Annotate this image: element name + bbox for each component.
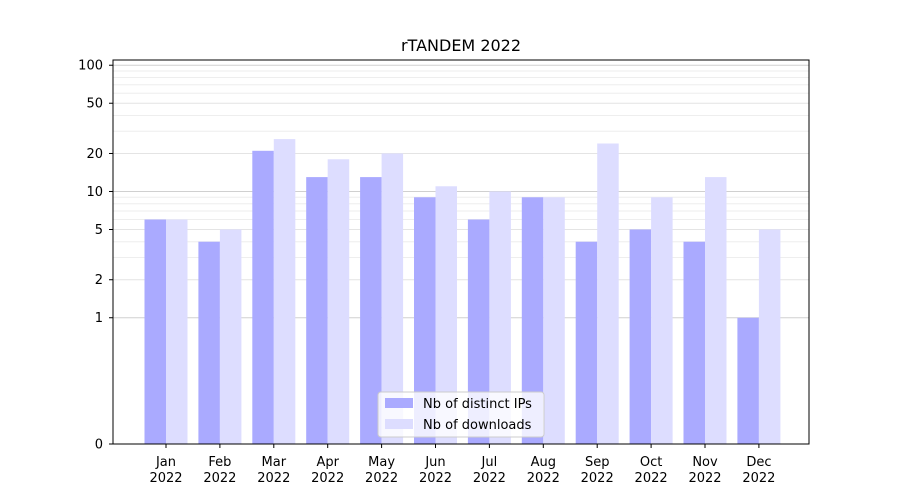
x-tick-label-month: Jul (481, 455, 498, 470)
bar-distinct-ips (198, 241, 220, 444)
legend-box (377, 391, 545, 438)
x-tick-label-month: May (368, 455, 395, 470)
y-axis: 0 1 2 5 10 20 50 100 (78, 59, 113, 453)
bar-downloads (758, 229, 781, 444)
x-tick-label-month: Apr (316, 455, 339, 470)
bar-downloads (597, 143, 619, 444)
x-tick-label-year: 2022 (581, 471, 614, 486)
bar-distinct-ips (414, 197, 436, 444)
chart-title: rTANDEM 2022 (401, 36, 521, 55)
x-tick-label-month: Oct (640, 455, 662, 470)
bar-downloads (166, 219, 188, 444)
plot-frame (112, 59, 810, 445)
y-tick-label: 50 (86, 97, 103, 112)
bar-distinct-ips (737, 317, 759, 444)
legend: Nb of distinct IPs Nb of downloads (377, 391, 545, 438)
x-tick-label-year: 2022 (365, 471, 398, 486)
bar-distinct-ips (144, 219, 166, 444)
x-tick-label-month: Jun (424, 455, 445, 470)
x-tick-label-month: Mar (262, 455, 287, 470)
legend-label: Nb of downloads (423, 418, 532, 433)
x-tick-label-year: 2022 (311, 471, 344, 486)
bar-distinct-ips (306, 177, 328, 445)
bar-downloads (273, 139, 296, 444)
x-tick-label-year: 2022 (203, 471, 236, 486)
x-tick-label-year: 2022 (473, 471, 506, 486)
x-tick-label-year: 2022 (688, 471, 721, 486)
x-tick-label-month: Feb (208, 455, 231, 470)
bar-downloads (489, 191, 511, 444)
bar-downloads (435, 186, 457, 445)
x-tick-label-year: 2022 (635, 471, 668, 486)
x-tick-label-month: Dec (746, 455, 771, 470)
x-tick-label-month: Jan (155, 455, 176, 470)
bar-downloads (327, 159, 350, 445)
bar-distinct-ips (683, 241, 705, 444)
y-tick-label: 0 (95, 438, 103, 453)
y-tick-label: 20 (86, 147, 103, 162)
x-tick-label-month: Nov (692, 455, 718, 470)
bar-downloads (381, 153, 404, 444)
y-tick-label: 2 (95, 273, 103, 288)
y-tick-label: 100 (78, 59, 103, 74)
bar-distinct-ips (252, 150, 274, 444)
bar-downloads (543, 197, 565, 444)
bar-distinct-ips (521, 197, 544, 444)
x-tick-label-year: 2022 (257, 471, 290, 486)
y-tick-label: 5 (95, 223, 103, 238)
bar-distinct-ips (629, 229, 652, 444)
x-tick-label-month: Sep (585, 455, 610, 470)
legend-swatch (385, 398, 413, 408)
x-tick-label-year: 2022 (419, 471, 452, 486)
x-tick-label-year: 2022 (742, 471, 775, 486)
legend-label: Nb of distinct IPs (423, 397, 532, 412)
bar-downloads (705, 177, 727, 445)
x-tick-label-month: Aug (531, 455, 556, 470)
bar-distinct-ips (360, 177, 382, 445)
x-tick-label-year: 2022 (527, 471, 560, 486)
y-tick-label: 1 (95, 311, 103, 326)
x-axis: Jan2022Feb2022Mar2022Apr2022May2022Jun20… (149, 444, 775, 486)
y-tick-label: 10 (86, 185, 103, 200)
bar-distinct-ips (575, 241, 598, 444)
bars (144, 139, 781, 445)
bar-downloads (651, 197, 673, 444)
bar-downloads (219, 229, 242, 444)
x-tick-label-year: 2022 (149, 471, 182, 486)
legend-swatch (385, 419, 413, 429)
bar-distinct-ips (467, 219, 490, 444)
